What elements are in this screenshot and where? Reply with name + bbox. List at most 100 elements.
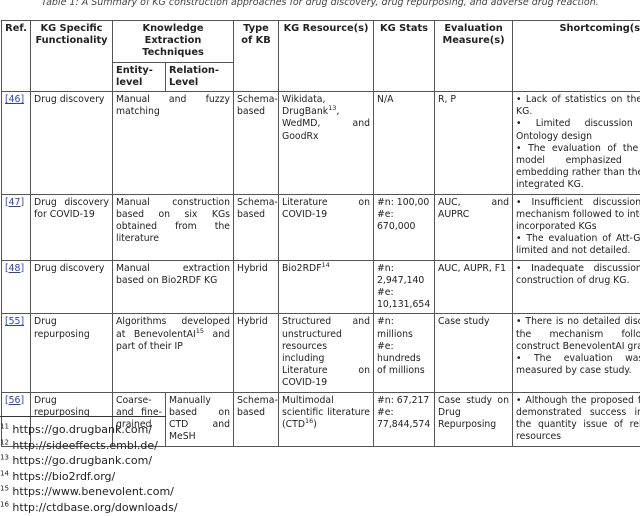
summary-table: Ref. KG Specific Functionality Knowledge… [1, 19, 640, 447]
shortcoming-list: Lack of statistics on the resultant KG.L… [516, 94, 640, 192]
shortcoming: There is no detailed discussion on the m… [516, 316, 640, 353]
footnote: 13 https://go.drugbank.com/ [0, 453, 178, 469]
stat: #n: 67,217 [377, 394, 430, 406]
ref-cell: [55] [1, 313, 31, 393]
shortcoming: Lack of statistics on the resultant KG. [516, 94, 640, 118]
type-cell: Hybrid [233, 313, 280, 393]
shortcoming: Insufficient discussion on the mechanism… [516, 197, 640, 234]
functionality-cell: Drug discovery for COVID-19 [30, 193, 113, 261]
functionality-cell: Drug repurposing [30, 391, 113, 447]
header-cell: KG Specific Functionality [30, 19, 113, 93]
citation-link[interactable]: [47] [5, 196, 25, 208]
resource-cell: Literature on COVID-19 [278, 193, 375, 261]
footnote: 14 https://bio2rdf.org/ [0, 469, 178, 485]
evaluation-cell: AUC, AUPR, F1 [434, 259, 514, 315]
footnote-url: https://go.drugbank.com/ [12, 423, 153, 436]
stat: #n: 100,00 [377, 196, 430, 208]
resource-cell: Bio2RDF14 [278, 259, 375, 315]
table-row: [46] Drug discovery Manual and fuzzy match… [1, 91, 640, 195]
shortcoming: Although the proposed framework demonstr… [516, 395, 640, 444]
stats-cell: #n: 100,00 #e: 670,000 [373, 193, 436, 261]
text: Literature on COVID-19 [282, 196, 371, 220]
type-cell: Schema-based [233, 193, 280, 261]
footnote-url: http://sideeffects.embl.de/ [12, 438, 158, 452]
stat: N/A [377, 94, 394, 106]
stat: #e: 77,844,574 [377, 406, 431, 431]
table-caption: Table 1: A Summary of KG construction ap… [41, 0, 599, 8]
ref-cell: [46] [1, 91, 31, 195]
evaluation-cell: AUC, and AUPRC [434, 193, 514, 261]
header-cell: Ref. [1, 19, 31, 93]
footnote-url: https://go.drugbank.com/ [12, 454, 153, 468]
header-cell: Evaluation Measure(s) [434, 19, 514, 93]
footnote-number: 14 [0, 469, 9, 478]
functionality-cell: Drug discovery [30, 91, 113, 195]
stat: #e: 10,131,654 [377, 287, 431, 311]
functionality-cell: Drug repurposing [30, 313, 113, 393]
superscript: 14 [321, 260, 330, 269]
header-cell: Entity-level [112, 61, 166, 93]
footnote-number: 15 [0, 484, 9, 493]
header-cell: Relation-Level [164, 61, 235, 93]
table-row: [56] Drug repurposing Coarse- and fine-gra… [1, 391, 640, 447]
citation-link[interactable]: [55] [5, 316, 25, 328]
text: Bio2RDF [282, 262, 322, 274]
superscript: 15 [195, 326, 204, 335]
ref-cell: [47] [1, 193, 31, 261]
text: , WedMD, and GoodRx [282, 106, 371, 142]
resource-cell: Wikidata, DrugBank13, WedMD, and GoodRx [278, 91, 375, 195]
shortcoming-list: Insufficient discussion on the mechanism… [516, 197, 640, 258]
footnote-rule [0, 416, 166, 417]
footnotes: 11 https://go.drugbank.com/12 http://sid… [0, 422, 178, 516]
footnote: 11 https://go.drugbank.com/ [0, 422, 178, 438]
header-cell: Type of KB [233, 19, 280, 93]
citation-link[interactable]: [46] [5, 94, 25, 106]
text: Algorithms developed at BenevolentAI [116, 316, 231, 340]
relation-cell: Manually based on CTD and MeSH [164, 391, 235, 447]
shortcoming-list: Although the proposed framework demonstr… [516, 395, 640, 444]
shortcomings-cell: There is no detailed discussion on the m… [512, 313, 640, 393]
stats-cell: #n: 2,947,140 #e: 10,131,654 [373, 259, 436, 315]
shortcomings-cell: Insufficient discussion on the mechanism… [512, 193, 640, 261]
stats-cell: N/A [373, 91, 436, 195]
shortcoming-list: Inadequate discussion on the constructio… [516, 263, 640, 287]
evaluation-cell: Case study on Drug Repurposing [434, 391, 514, 447]
table-row: [48] Drug discovery Manual extraction base… [1, 259, 640, 315]
type-cell: Hybrid [233, 259, 280, 315]
shortcoming: The evaluation of the proposed model emp… [516, 143, 640, 192]
header-cell: KG Stats [373, 19, 436, 93]
type-cell: Schema-based [233, 391, 280, 447]
text: ) [313, 419, 317, 431]
superscript: 13 [328, 104, 337, 113]
type-cell: Schema-based [233, 91, 280, 195]
text: Structured and unstructured resources in… [282, 316, 371, 389]
shortcoming: Limited discussion on the Ontology desig… [516, 118, 640, 142]
superscript: 16 [304, 417, 314, 425]
text: Manual and fuzzy matching [116, 94, 231, 118]
text: Manual extraction based on Bio2RDF KG [116, 262, 231, 286]
footnote-number: 16 [0, 500, 9, 509]
text: Multimodal scientific literature (CTD [282, 394, 371, 431]
evaluation-cell: R, P [434, 91, 514, 195]
text: and part of their IP [116, 328, 231, 352]
shortcomings-cell: Although the proposed framework demonstr… [512, 391, 640, 447]
footnote-number: 12 [0, 437, 9, 446]
header-cell: Shortcoming(s) [512, 19, 640, 93]
header-cell: KG Resource(s) [278, 19, 375, 93]
footnote: 15 https://www.benevolent.com/ [0, 484, 178, 500]
extraction-cell: Manual and fuzzy matching [111, 91, 235, 195]
functionality-cell: Drug discovery [30, 259, 113, 315]
stats-cell: #n: 67,217 #e: 77,844,574 [373, 391, 436, 447]
table-row: [47] Drug discovery for COVID-19 Manual co… [1, 193, 640, 261]
shortcoming-list: There is no detailed discussion on the m… [516, 316, 640, 377]
citation-link[interactable]: [56] [5, 394, 25, 406]
header-cell: Knowledge Extraction Techniques [111, 20, 235, 63]
resource-cell: Multimodal scientific literature (CTD16) [278, 391, 375, 447]
extraction-cell: Algorithms developed at BenevolentAI15 a… [111, 313, 235, 393]
footnote-url: http://ctdbase.org/downloads/ [12, 500, 178, 514]
citation-link[interactable]: [48] [5, 262, 25, 274]
text: Manual construction based on six KGs obt… [116, 196, 231, 245]
footnote-url: https://bio2rdf.org/ [12, 469, 116, 483]
